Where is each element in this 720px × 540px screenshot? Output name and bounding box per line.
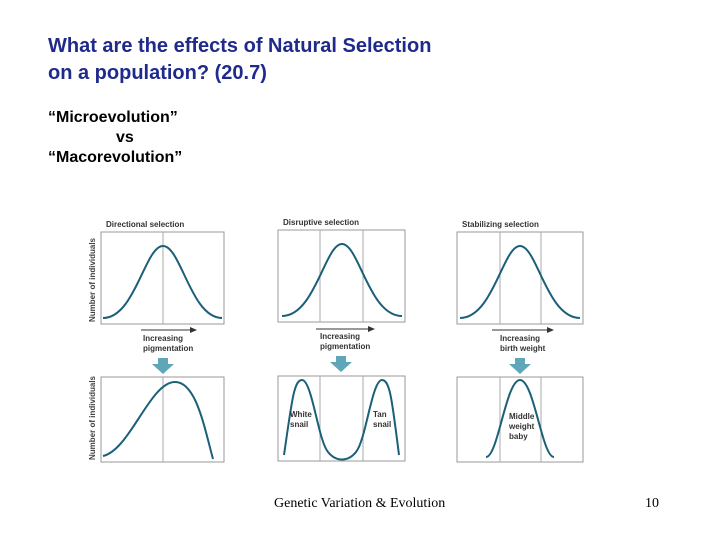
stabilizing-after-curve [485,378,555,458]
disruptive-after-curve [283,378,400,461]
subtitle-vs: vs [116,129,134,146]
disruptive-label-white-1: White [290,410,312,419]
slide-title-line-1: What are the effects of Natural Selectio… [48,35,432,57]
directional-axis-label-2: pigmentation [143,344,193,353]
disruptive-axis-label-1: Increasing [320,332,360,341]
disruptive-bottom-plot [277,375,406,462]
stabilizing-bottom-plot [456,376,584,463]
directional-axis-label-1: Increasing [143,334,183,343]
disruptive-label-white-2: snail [290,420,308,429]
disruptive-before-curve [281,242,403,317]
stabilizing-label-3: baby [509,432,528,441]
disruptive-selection-title: Disruptive selection [283,218,359,227]
disruptive-top-plot [277,229,406,323]
disruptive-axis-label-2: pigmentation [320,342,370,351]
directional-selection-arrow [152,358,174,374]
stabilizing-before-curve [459,244,581,319]
disruptive-selection-arrow [330,356,352,372]
subtitle-microevolution: “Microevolution” [48,109,178,126]
stabilizing-top-plot [456,231,584,325]
stabilizing-selection-title: Stabilizing selection [462,220,539,229]
y-axis-label-bottom: Number of individuals [88,375,97,460]
page-number: 10 [645,496,659,511]
slide-title-line-2: on a population? (20.7) [48,62,267,84]
footer-text: Genetic Variation & Evolution [274,496,446,511]
y-axis-label-top: Number of individuals [88,237,97,322]
slide-subtitle: “Microevolution” vs “Macorevolution” [48,108,182,168]
slide-title: What are the effects of Natural Selectio… [48,33,648,87]
directional-after-curve [102,380,214,460]
stabilizing-label-1: Middle [509,412,535,421]
directional-before-curve [102,244,223,319]
directional-selection-title: Directional selection [106,220,184,229]
stabilizing-label-2: weight [508,422,535,431]
stabilizing-axis-label-2: birth weight [500,344,546,353]
stabilizing-selection-arrow [509,358,531,374]
disruptive-label-tan-1: Tan [373,410,387,419]
stabilizing-axis-label-1: Increasing [500,334,540,343]
disruptive-label-tan-2: snail [373,420,391,429]
subtitle-macroevolution: “Macorevolution” [48,149,183,166]
